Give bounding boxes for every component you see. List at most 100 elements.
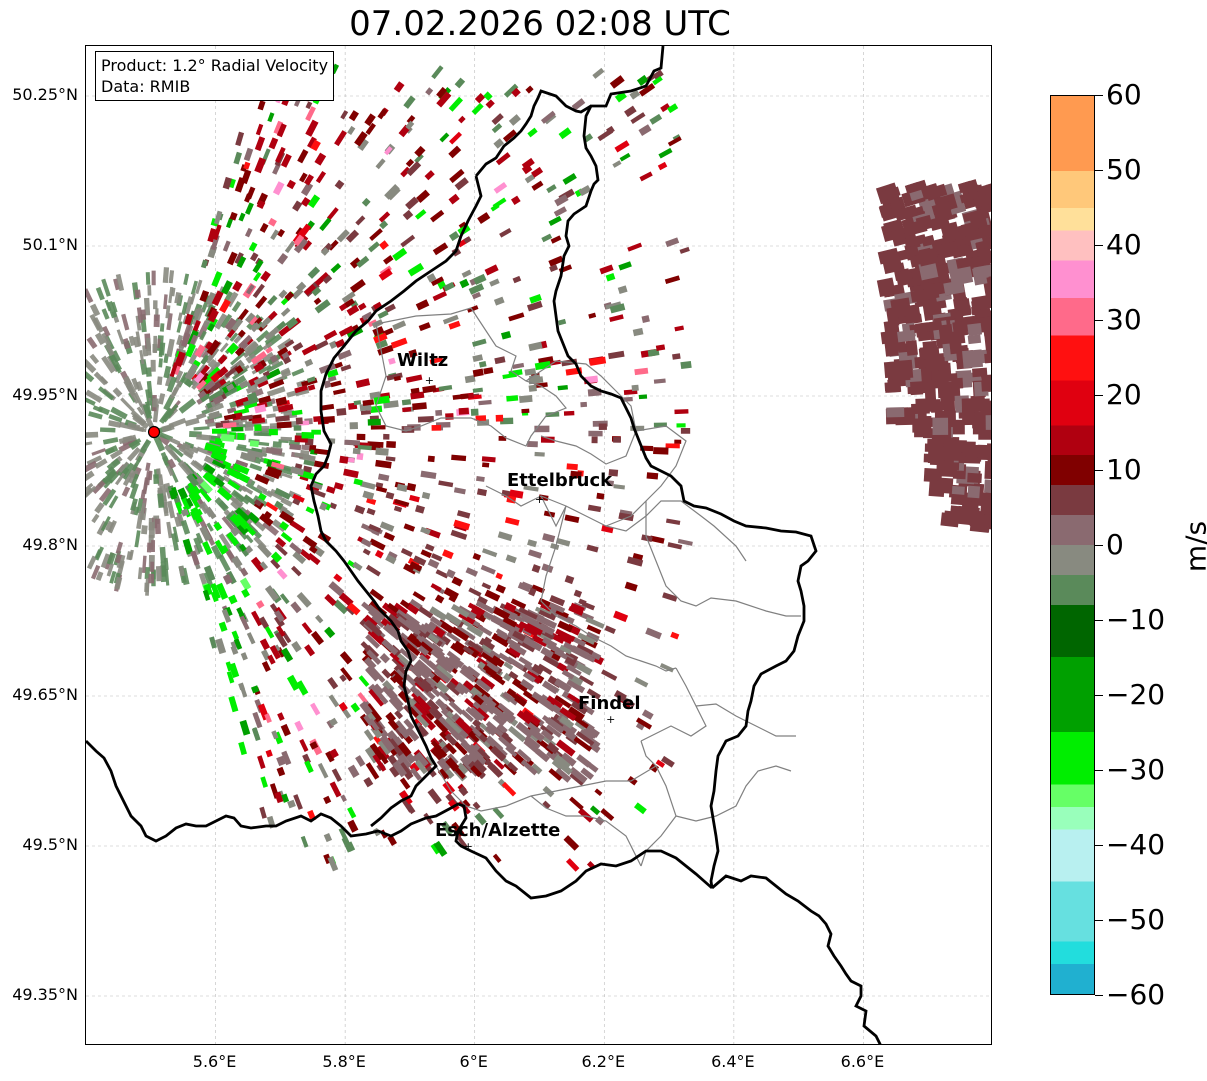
radar-gate [554, 695, 572, 709]
radar-gate [313, 297, 322, 306]
radar-gate [641, 709, 654, 720]
radar-gate [153, 435, 166, 452]
radar-gate [217, 354, 228, 365]
radar-gate [484, 758, 500, 774]
radar-gate [181, 442, 191, 451]
radar-gate [393, 663, 407, 677]
radar-gate [522, 671, 536, 683]
radar-gate [604, 625, 616, 635]
radar-gate [420, 679, 434, 692]
radar-gate [300, 182, 314, 197]
radar-map[interactable]: + + + + [85, 45, 992, 1045]
radar-gate [103, 470, 117, 484]
radar-gate [272, 181, 285, 196]
radar-gate [472, 699, 489, 716]
radar-gate [259, 513, 274, 527]
radar-gate [259, 222, 269, 233]
radar-gate [605, 273, 616, 282]
radar-gate [122, 338, 131, 350]
radar-gate [345, 229, 360, 243]
radar-gate [246, 449, 264, 459]
radar-gate [379, 734, 395, 752]
radar-gate [326, 485, 336, 494]
radar-gate [413, 676, 431, 694]
radar-gate [449, 168, 465, 184]
radar-gate [910, 288, 930, 303]
radar-gate [566, 463, 578, 471]
radar-gate [898, 269, 913, 282]
radar-gate [430, 276, 445, 287]
radar-gate [307, 384, 316, 391]
radar-gate [924, 443, 943, 453]
radar-gate [104, 445, 119, 456]
radar-gate [357, 444, 372, 451]
radar-gate [373, 301, 383, 311]
radar-gate [362, 490, 375, 500]
radar-gate [890, 297, 912, 319]
radar-gate [350, 702, 361, 713]
radar-gate [130, 409, 147, 426]
radar-gate [546, 742, 560, 755]
radar-gate [127, 422, 141, 431]
radar-gate [292, 497, 301, 506]
radar-gate [507, 725, 527, 743]
radar-gate [142, 477, 149, 495]
radar-gate [292, 493, 305, 503]
radar-gate [275, 415, 290, 422]
radar-gate [315, 614, 324, 624]
radar-gate [304, 358, 314, 367]
radar-gate [406, 161, 422, 177]
radar-gate [389, 765, 400, 778]
radar-gate [240, 652, 248, 661]
radar-gate [234, 346, 245, 357]
radar-gate [307, 266, 321, 279]
radar-gate [220, 433, 235, 442]
radar-gate [416, 659, 433, 675]
radar-gate [252, 711, 263, 729]
radar-gate [102, 325, 111, 337]
radar-gate [448, 231, 460, 242]
radar-gate [245, 312, 256, 324]
radar-gate [480, 651, 500, 667]
colorbar-tick-label: 20 [1106, 378, 1142, 411]
radar-gate [943, 510, 959, 527]
radar-gate [562, 173, 577, 185]
colorbar-tick-label: −20 [1106, 678, 1166, 711]
radar-gate [312, 489, 326, 498]
radar-gate [264, 334, 277, 345]
radar-gate [402, 209, 414, 221]
radar-gate [326, 368, 339, 378]
radar-gate [931, 201, 952, 216]
radar-gate [495, 152, 511, 166]
radar-gate [215, 638, 227, 655]
radar-gate [476, 488, 487, 497]
radar-gate [375, 158, 386, 170]
radar-gate [918, 261, 939, 281]
radar-gate [936, 477, 954, 494]
lat-label: 49.35°N [12, 985, 78, 1004]
radar-gate [154, 518, 161, 535]
radar-gate [252, 727, 260, 739]
radar-gate [480, 564, 496, 575]
radar-gate [358, 675, 370, 687]
radar-gate [267, 294, 278, 306]
radar-gate [197, 390, 207, 399]
radar-gate [361, 311, 373, 321]
radar-gate [884, 338, 907, 353]
radar-gate [372, 754, 387, 772]
radar-gate [680, 360, 692, 370]
radar-gate [534, 360, 551, 371]
radar-gate [242, 397, 259, 407]
radar-gate [264, 469, 281, 480]
radar-gate [586, 735, 601, 748]
radar-gate [314, 299, 331, 314]
radar-gate [114, 553, 122, 564]
radar-gate [503, 601, 517, 613]
radar-gate [385, 402, 393, 408]
radar-gate [448, 700, 464, 715]
radar-gate [517, 582, 532, 593]
radar-gate [502, 710, 516, 724]
radar-gate [356, 452, 364, 461]
radar-gate [169, 362, 178, 378]
radar-gate [360, 538, 372, 548]
